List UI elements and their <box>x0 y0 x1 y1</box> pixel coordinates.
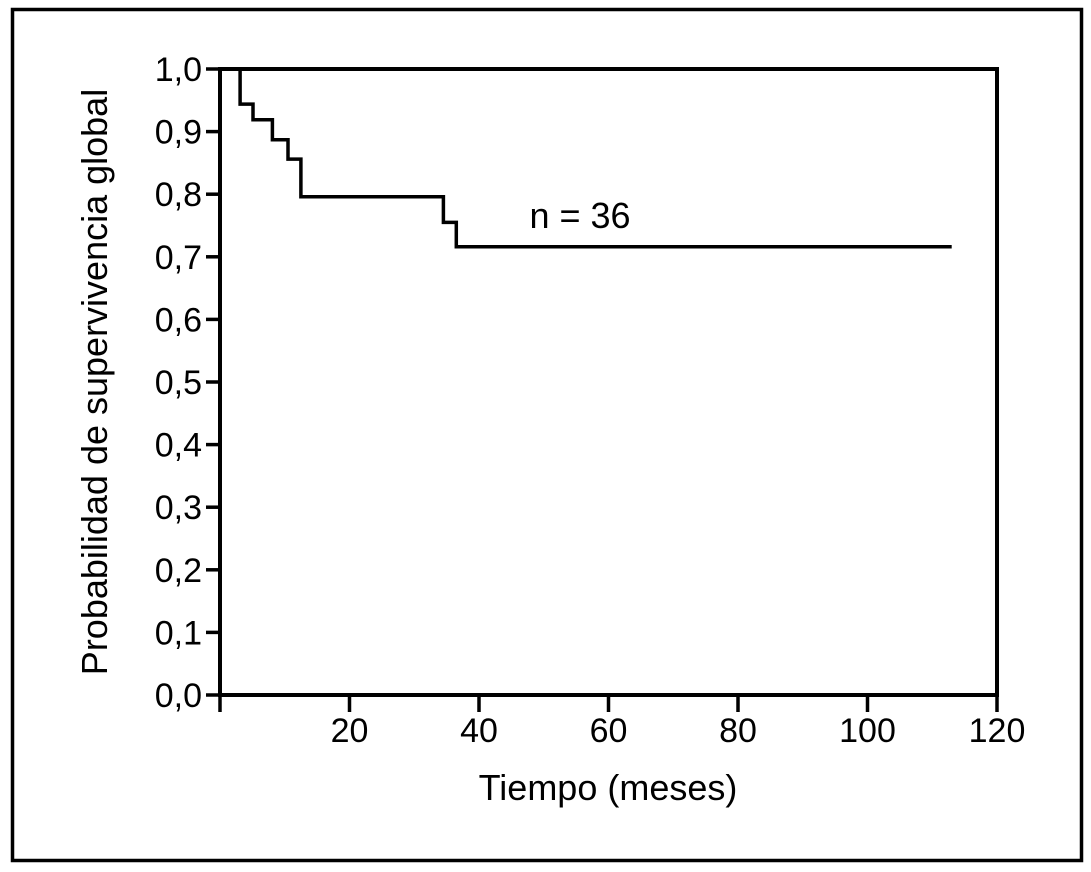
sample-size-annotation: n = 36 <box>529 195 630 236</box>
y-tick-label: 0,2 <box>155 552 202 590</box>
survival-curve <box>220 67 952 249</box>
x-axis-ticks <box>218 695 999 712</box>
y-tick-label: 0,7 <box>155 239 202 277</box>
y-axis-tick-labels: 1,0 0,9 0,8 0,7 0,6 0,5 0,4 0,3 0,2 0,1 0,0 <box>155 51 202 715</box>
x-tick-label: 100 <box>839 712 896 750</box>
y-tick-label: 0,3 <box>155 489 202 527</box>
y-tick-label: 0,4 <box>155 427 202 465</box>
x-axis-tick-labels: 20 40 60 80 100 120 <box>331 712 1026 750</box>
y-axis-title: Probabilidad de supervivencia global <box>74 89 115 675</box>
y-tick-label: 0,9 <box>155 114 202 152</box>
y-axis-ticks <box>206 67 220 697</box>
x-tick-label: 60 <box>590 712 628 750</box>
plot-frame <box>218 67 999 697</box>
y-tick-label: 0,1 <box>155 614 202 652</box>
x-axis-title: Tiempo (meses) <box>479 767 738 808</box>
figure-border <box>10 7 1084 863</box>
x-tick-label: 80 <box>719 712 757 750</box>
x-tick-label: 120 <box>969 712 1026 750</box>
y-tick-label: 0,5 <box>155 364 202 402</box>
x-tick-label: 20 <box>331 712 369 750</box>
y-tick-label: 0,0 <box>155 677 202 715</box>
x-tick-label: 40 <box>460 712 498 750</box>
y-tick-label: 0,8 <box>155 176 202 214</box>
y-tick-label: 0,6 <box>155 301 202 339</box>
y-tick-label: 1,0 <box>155 51 202 89</box>
